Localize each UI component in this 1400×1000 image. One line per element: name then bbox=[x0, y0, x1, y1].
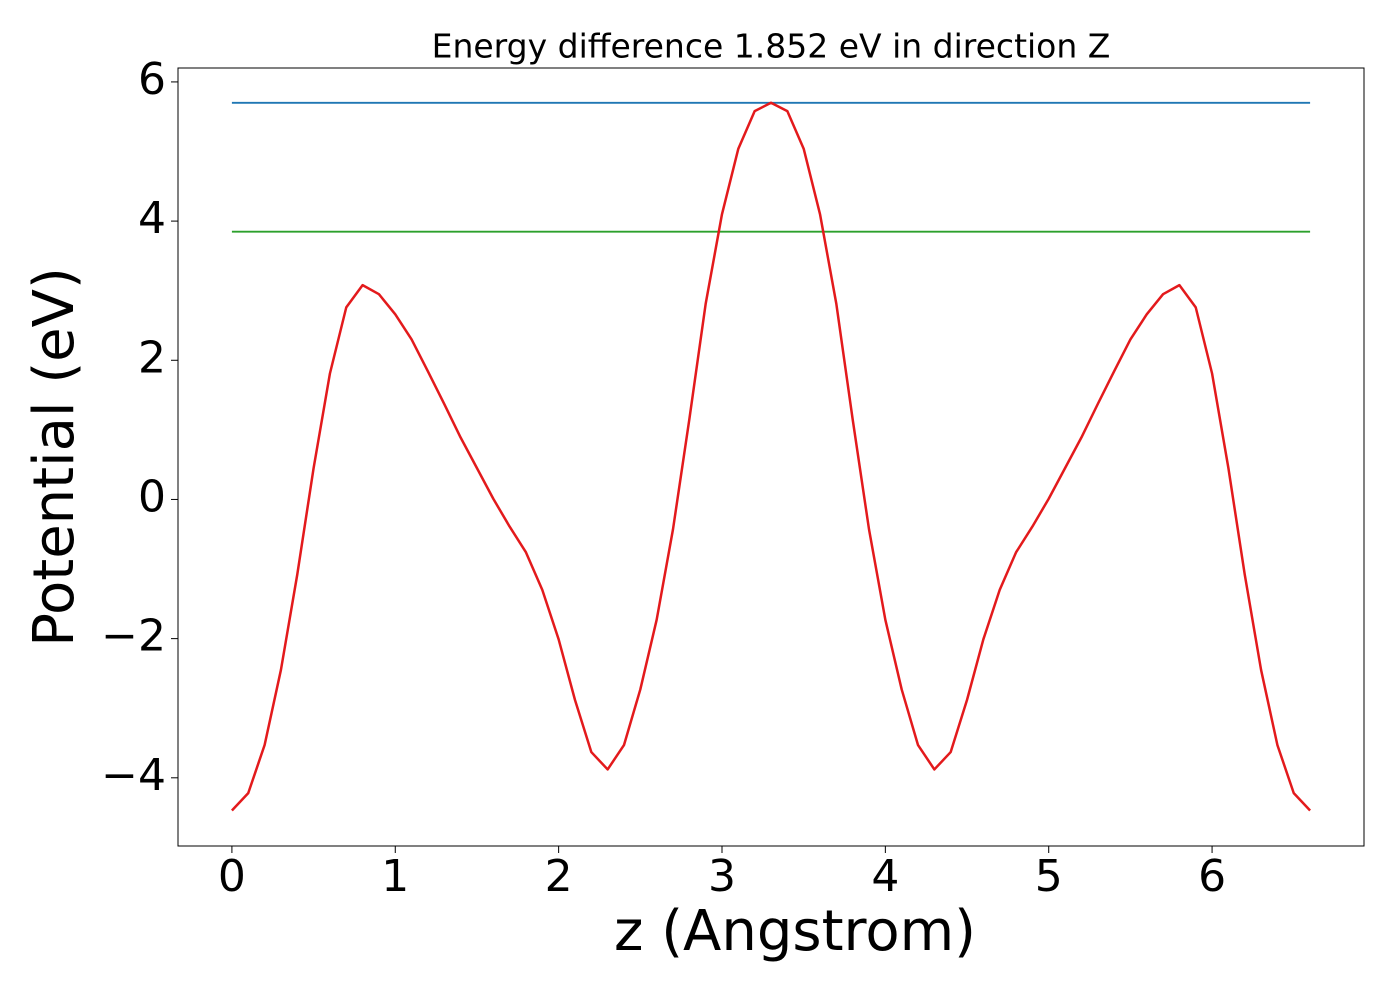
x-tick-label: 4 bbox=[871, 851, 899, 902]
y-tick-label: −4 bbox=[101, 750, 166, 801]
y-tick-label: 0 bbox=[138, 471, 166, 522]
x-tick-label: 1 bbox=[381, 851, 409, 902]
y-tick-label: 6 bbox=[138, 54, 166, 105]
x-tick-label: 5 bbox=[1035, 851, 1063, 902]
y-tick-label: 4 bbox=[138, 193, 166, 244]
plot-frame bbox=[177, 67, 1365, 847]
x-axis-label: z (Angstrom) bbox=[614, 899, 976, 964]
y-tick-label: −2 bbox=[101, 611, 166, 662]
x-tick-label: 0 bbox=[218, 851, 246, 902]
x-tick-label: 2 bbox=[545, 851, 573, 902]
chart-title: Energy difference 1.852 eV in direction … bbox=[432, 27, 1111, 66]
x-tick-label: 6 bbox=[1198, 851, 1226, 902]
y-tick-label: 2 bbox=[138, 332, 166, 383]
data-line bbox=[230, 101, 1312, 812]
x-tick-label: 3 bbox=[708, 851, 736, 902]
y-axis-label: Potential (eV) bbox=[22, 267, 87, 647]
